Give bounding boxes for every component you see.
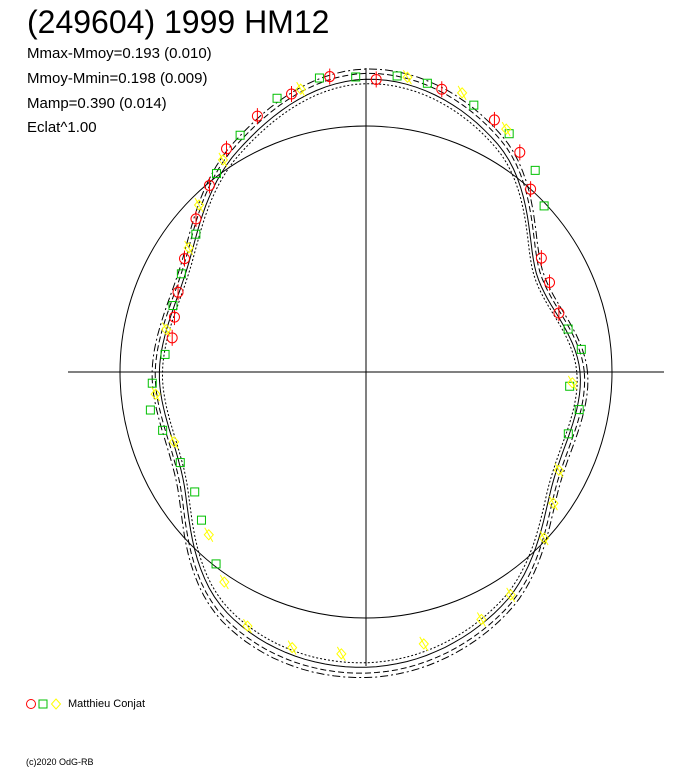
data-point-square [272, 93, 282, 103]
error-bar [419, 636, 429, 652]
data-point-square [196, 515, 206, 525]
error-bar [151, 386, 161, 402]
data-point-diamond [217, 154, 229, 166]
legend-square-icon [38, 699, 48, 709]
error-bar [336, 646, 346, 662]
stat-mmax-mmoy: Mmax-Mmoy=0.193 (0.010) [27, 45, 212, 62]
data-point-square [175, 458, 185, 468]
error-bar [243, 618, 252, 634]
error-bar [554, 463, 564, 478]
error-bar [161, 322, 171, 337]
data-point-square [539, 201, 549, 211]
error-bar [218, 152, 228, 168]
data-point-square [191, 229, 201, 239]
data-point-square [574, 405, 584, 415]
data-point-diamond [219, 576, 230, 588]
data-point-square [576, 344, 586, 354]
data-point-diamond [193, 199, 205, 211]
data-point-square [145, 405, 155, 415]
data-point-square [469, 100, 479, 110]
fit-curve [158, 78, 581, 668]
error-bar [501, 121, 511, 137]
data-point-square [504, 129, 514, 139]
data-point-diamond [501, 123, 512, 135]
data-point-diamond [553, 464, 565, 477]
legend-markers [26, 698, 62, 710]
error-bar [476, 612, 486, 627]
data-point-square [422, 78, 432, 88]
data-point-square [147, 378, 157, 388]
data-point-square [530, 165, 540, 175]
data-point-diamond [476, 613, 487, 626]
error-bar [204, 527, 214, 543]
fit-curve-outer [151, 68, 589, 678]
data-point-square [351, 72, 361, 82]
error-bar [539, 530, 549, 546]
data-point-diamond [418, 638, 429, 650]
data-point-diamond [295, 83, 306, 95]
error-bar [184, 240, 194, 256]
error-bar [457, 85, 467, 101]
data-point-diamond [150, 388, 161, 400]
data-point-square [235, 130, 245, 140]
data-point-diamond [548, 497, 559, 509]
data-point-diamond [567, 377, 578, 389]
stat-mamp: Mamp=0.390 (0.014) [27, 95, 167, 112]
data-point-diamond [286, 641, 298, 654]
data-point-diamond [505, 589, 516, 601]
data-point-square [160, 349, 170, 359]
error-bar [296, 81, 306, 97]
data-point-square [211, 169, 221, 179]
data-point-diamond [203, 529, 214, 541]
data-point-diamond [183, 242, 194, 254]
legend-diamond-icon [50, 698, 62, 710]
fit-curve-upper [154, 72, 586, 674]
data-point-square [314, 73, 324, 83]
stat-eclat: Eclat^1.00 [27, 119, 97, 136]
page-title: (249604) 1999 HM12 [27, 4, 330, 40]
legend-circle-icon [26, 699, 36, 709]
data-point-square [168, 301, 178, 311]
error-bar [219, 574, 229, 590]
data-point-square [563, 429, 573, 439]
error-bar [169, 434, 179, 450]
fit-curve-lower [162, 83, 578, 664]
stat-mmoy-mmin: Mmoy-Mmin=0.198 (0.009) [27, 70, 208, 87]
error-bar [194, 197, 204, 213]
data-point-diamond [161, 323, 172, 336]
error-bar [506, 587, 516, 603]
data-point-diamond [538, 532, 550, 544]
data-point-square [392, 71, 402, 81]
data-point-diamond [168, 436, 180, 448]
data-point-square [158, 425, 168, 435]
legend-label: Matthieu Conjat [68, 698, 146, 710]
error-bar [287, 640, 297, 655]
data-point-diamond [336, 648, 347, 660]
data-point-square [176, 269, 186, 279]
data-point-square [211, 559, 221, 569]
copyright-text: (c)2020 OdG-RB [26, 757, 94, 767]
data-point-diamond [456, 87, 468, 99]
data-point-square [563, 324, 573, 334]
error-bar [402, 69, 412, 85]
reference-circle [119, 125, 613, 619]
error-bar [548, 495, 558, 511]
error-bar [567, 375, 577, 391]
data-point-diamond [402, 71, 413, 83]
data-point-square [190, 487, 200, 497]
data-point-diamond [242, 620, 253, 632]
